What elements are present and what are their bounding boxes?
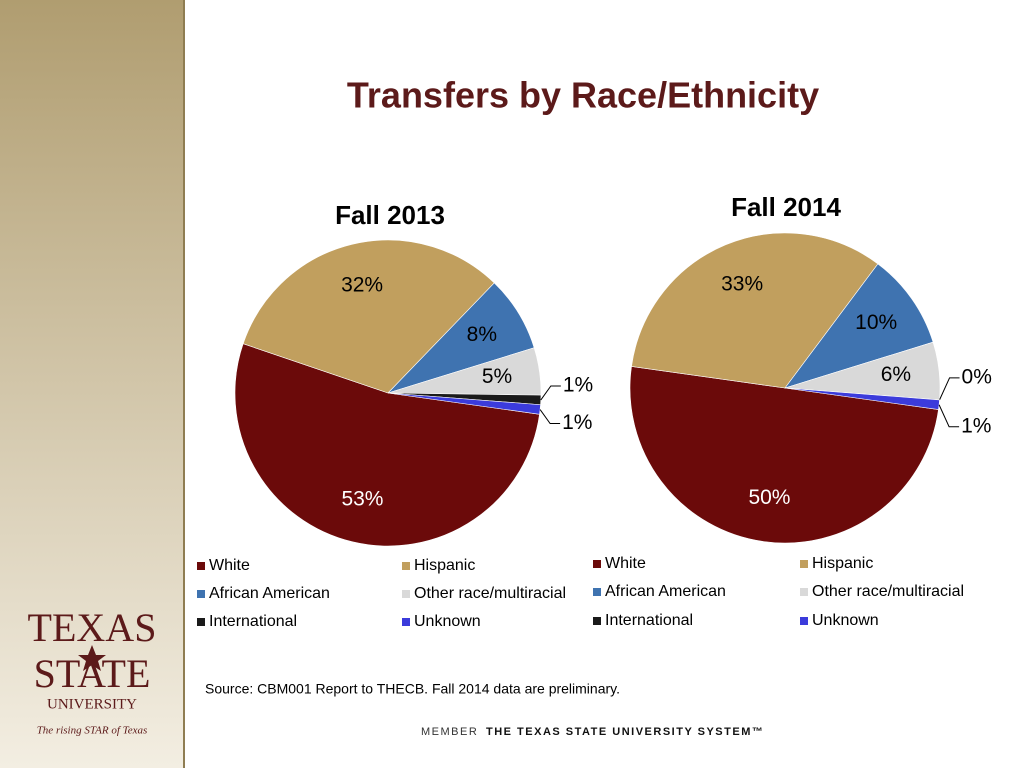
data-label: 1% <box>562 411 592 434</box>
data-label: 50% <box>748 486 790 509</box>
legend-label: Hispanic <box>414 557 475 574</box>
legend-swatch <box>402 590 410 598</box>
data-label: 10% <box>855 311 897 334</box>
logo-star <box>78 645 106 671</box>
legend-swatch <box>402 618 410 626</box>
source-note: Source: CBM001 Report to THECB. Fall 201… <box>205 681 620 697</box>
pie-slice <box>234 343 540 547</box>
data-label: 33% <box>721 273 763 296</box>
pie-slice <box>387 392 541 415</box>
legend-label: White <box>209 557 250 574</box>
pie-slice <box>784 263 934 389</box>
legend-swatch <box>197 590 205 598</box>
sidebar <box>0 0 183 768</box>
logo-text: STATE <box>34 651 151 696</box>
data-label: 0% <box>962 365 992 388</box>
data-label: 1% <box>961 414 991 437</box>
legend-swatch <box>197 562 205 570</box>
chart-title: Fall 2014 <box>731 192 841 222</box>
data-label: 1% <box>563 373 593 396</box>
leader-line <box>939 377 960 401</box>
data-label: 5% <box>482 365 512 388</box>
legend-swatch <box>800 617 808 625</box>
chart-title: Fall 2013 <box>335 200 445 230</box>
footer-prefix: MEMBER <box>421 726 478 738</box>
footer-name: THE TEXAS STATE UNIVERSITY SYSTEM™ <box>486 726 764 738</box>
legend-label: International <box>605 612 693 629</box>
data-label: 8% <box>467 323 497 346</box>
legend-label: International <box>209 613 297 630</box>
logo-tagline: The rising STAR of Texas <box>37 725 148 737</box>
pie-slice <box>631 232 879 389</box>
slide-title: Transfers by Race/Ethnicity <box>347 75 819 116</box>
pie-slice <box>629 366 939 544</box>
data-label: 6% <box>881 363 911 386</box>
data-label: 53% <box>341 488 383 511</box>
legend-label: Unknown <box>414 613 481 630</box>
legend-label: Unknown <box>812 612 879 629</box>
legend-label: White <box>605 555 646 572</box>
data-label: 32% <box>341 273 383 296</box>
legend-swatch <box>593 617 601 625</box>
logo-text: TEXAS <box>28 605 157 650</box>
legend-swatch <box>402 562 410 570</box>
legend-swatch <box>800 588 808 596</box>
legend-label: Hispanic <box>812 555 873 572</box>
legend-swatch <box>593 560 601 568</box>
legend-label: African American <box>209 585 330 602</box>
legend-swatch <box>800 560 808 568</box>
pie-slice <box>784 387 940 410</box>
legend-label: African American <box>605 583 726 600</box>
leader-line <box>540 385 561 401</box>
leader-line <box>938 404 960 428</box>
legend-label: Other race/multiracial <box>414 585 566 602</box>
legend-label: Other race/multiracial <box>812 583 964 600</box>
legend-swatch <box>593 588 601 596</box>
leader-line <box>539 409 561 425</box>
logo-text: UNIVERSITY <box>47 696 137 712</box>
legend-swatch <box>197 618 205 626</box>
pie-slice <box>242 239 495 394</box>
